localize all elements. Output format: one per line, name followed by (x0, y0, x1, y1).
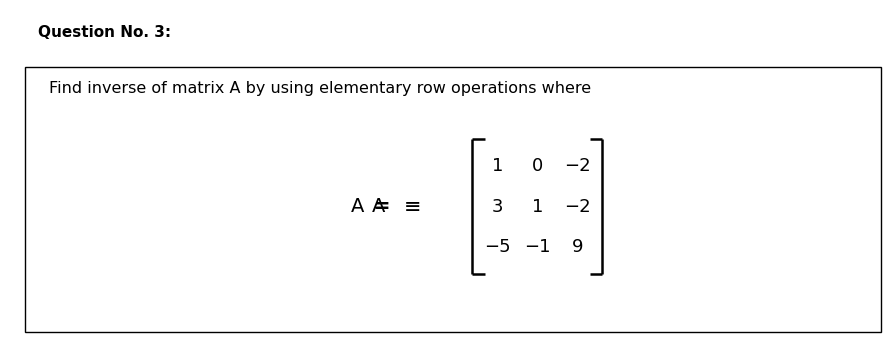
Text: Find inverse of matrix A by using elementary row operations where: Find inverse of matrix A by using elemen… (49, 81, 591, 96)
Text: 9: 9 (573, 238, 583, 256)
Text: A $\mathbf{=}$: A $\mathbf{=}$ (350, 197, 390, 216)
Text: 1: 1 (532, 198, 543, 215)
FancyBboxPatch shape (25, 67, 881, 332)
Text: 1: 1 (492, 157, 503, 175)
Text: −1: −1 (524, 238, 551, 256)
Text: Question No. 3:: Question No. 3: (38, 25, 171, 40)
Text: 3: 3 (492, 198, 503, 215)
Text: −2: −2 (564, 157, 591, 175)
Text: 0: 0 (532, 157, 543, 175)
Text: −2: −2 (564, 198, 591, 215)
Text: ≡: ≡ (403, 197, 421, 216)
Text: A: A (372, 197, 385, 216)
Text: −5: −5 (484, 238, 511, 256)
